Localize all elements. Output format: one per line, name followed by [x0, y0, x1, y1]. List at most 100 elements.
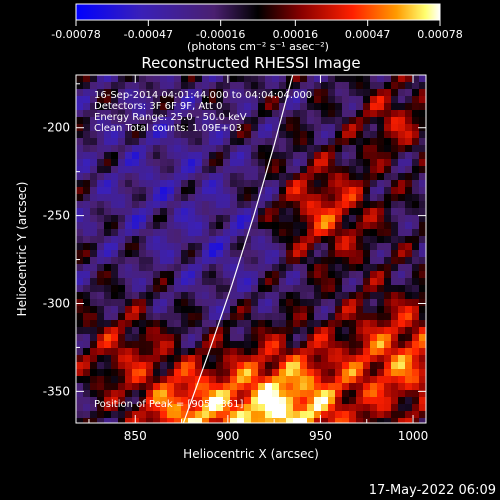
heatmap-cell [342, 117, 350, 125]
heatmap-cell [412, 96, 420, 104]
heatmap-cell [377, 159, 385, 167]
heatmap-cell [384, 397, 392, 405]
heatmap-cell [286, 313, 294, 321]
heatmap-cell [412, 187, 420, 195]
heatmap-cell [279, 404, 287, 412]
heatmap-cell [174, 89, 182, 97]
heatmap-cell [174, 369, 182, 377]
heatmap-cell [314, 327, 322, 335]
heatmap-cell [328, 418, 336, 423]
heatmap-cell [160, 180, 168, 188]
heatmap-cell [202, 299, 210, 307]
heatmap-cell [349, 201, 357, 209]
heatmap-cell [342, 418, 350, 423]
heatmap-cell [335, 82, 343, 90]
heatmap-cell [265, 264, 273, 272]
heatmap-cell [202, 194, 210, 202]
heatmap-cell [251, 397, 259, 405]
heatmap-cell [125, 285, 133, 293]
heatmap-cell [153, 187, 161, 195]
heatmap-cell [377, 166, 385, 174]
heatmap-cell [104, 411, 112, 419]
heatmap-cell [300, 292, 308, 300]
heatmap-cell [216, 96, 224, 104]
heatmap-cell [90, 341, 98, 349]
heatmap-cell [118, 222, 126, 230]
heatmap-cell [202, 187, 210, 195]
heatmap-cell [272, 250, 280, 258]
heatmap-cell [342, 327, 350, 335]
heatmap-cell [244, 82, 252, 90]
heatmap-cell [181, 103, 189, 111]
heatmap-cell [391, 208, 399, 216]
heatmap-cell [209, 348, 217, 356]
heatmap-cell [111, 222, 119, 230]
heatmap-cell [160, 201, 168, 209]
heatmap-cell [398, 187, 406, 195]
heatmap-cell [265, 229, 273, 237]
heatmap-cell [314, 82, 322, 90]
heatmap-cell [216, 75, 224, 83]
heatmap-cell [258, 243, 266, 251]
heatmap-cell [363, 285, 371, 293]
heatmap-cell [342, 292, 350, 300]
heatmap-cell [342, 411, 350, 419]
heatmap-cell [153, 173, 161, 181]
heatmap-cell [293, 96, 301, 104]
heatmap-cell [223, 159, 231, 167]
heatmap-cell [321, 397, 329, 405]
heatmap-cell [251, 222, 259, 230]
heatmap-cell [146, 173, 154, 181]
heatmap-cell [293, 341, 301, 349]
heatmap-cell [216, 362, 224, 370]
heatmap-cell [328, 271, 336, 279]
heatmap-cell [335, 96, 343, 104]
heatmap-cell [216, 145, 224, 153]
heatmap-cell [209, 131, 217, 139]
heatmap-cell [76, 89, 84, 97]
heatmap-cell [174, 376, 182, 384]
heatmap-cell [314, 201, 322, 209]
heatmap-cell [272, 299, 280, 307]
heatmap-cell [132, 271, 140, 279]
heatmap-cell [83, 292, 91, 300]
heatmap-cell [167, 334, 175, 342]
heatmap-cell [279, 292, 287, 300]
heatmap-cell [230, 124, 238, 132]
heatmap-cell [181, 299, 189, 307]
heatmap-cell [391, 327, 399, 335]
heatmap-cell [307, 229, 315, 237]
heatmap-cell [104, 313, 112, 321]
heatmap-cell [419, 145, 426, 153]
heatmap-cell [405, 215, 413, 223]
heatmap-cell [349, 250, 357, 258]
heatmap-cell [391, 383, 399, 391]
heatmap-cell [237, 271, 245, 279]
heatmap-cell [216, 257, 224, 265]
heatmap-cell [272, 180, 280, 188]
heatmap-cell [118, 292, 126, 300]
heatmap-cell [209, 117, 217, 125]
heatmap-cell [146, 159, 154, 167]
heatmap-cell [300, 103, 308, 111]
heatmap-cell [146, 271, 154, 279]
heatmap-cell [97, 138, 105, 146]
heatmap-cell [111, 264, 119, 272]
heatmap-cell [237, 306, 245, 314]
heatmap-cell [328, 194, 336, 202]
heatmap-cell [272, 362, 280, 370]
heatmap-cell [188, 180, 196, 188]
heatmap-cell [258, 369, 266, 377]
heatmap-cell [307, 271, 315, 279]
heatmap-cell [83, 159, 91, 167]
heatmap-cell [419, 187, 426, 195]
heatmap-cell [405, 159, 413, 167]
heatmap-cell [321, 166, 329, 174]
heatmap-cell [223, 278, 231, 286]
heatmap-cell [349, 124, 357, 132]
heatmap-cell [223, 222, 231, 230]
heatmap-cell [349, 243, 357, 251]
heatmap-cell [293, 411, 301, 419]
heatmap-cell [83, 201, 91, 209]
heatmap-cell [132, 404, 140, 412]
